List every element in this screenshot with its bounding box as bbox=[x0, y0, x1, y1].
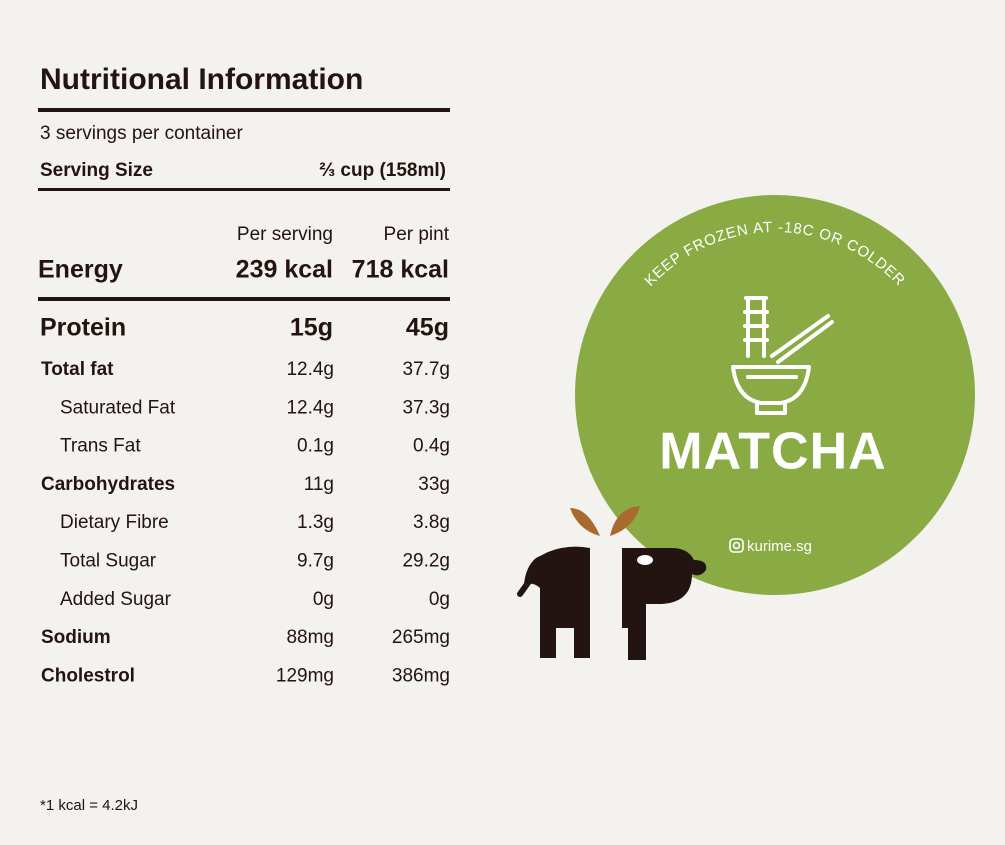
protein-value: 15g bbox=[290, 314, 333, 342]
per-pint-value: 265mg bbox=[392, 627, 450, 648]
rule bbox=[38, 188, 450, 191]
per-pint-value: 386mg bbox=[392, 665, 450, 686]
title: Nutritional Information bbox=[40, 63, 363, 96]
serving-size-label: Serving Size bbox=[40, 160, 153, 181]
per-serving-value: 129mg bbox=[276, 665, 334, 686]
social-handle: kurime.sg bbox=[747, 538, 812, 555]
nutrient-label: Carbohydrates bbox=[41, 474, 175, 495]
nutrient-label: Total fat bbox=[41, 359, 114, 380]
column-header: Per serving bbox=[237, 224, 333, 245]
per-pint-value: 3.8g bbox=[413, 512, 450, 533]
nutrient-label: Cholestrol bbox=[41, 665, 135, 686]
per-pint-value: 37.3g bbox=[402, 397, 450, 418]
per-serving-value: 0.1g bbox=[297, 436, 334, 457]
sub-nutrient-label: Trans Fat bbox=[60, 436, 141, 457]
column-header: Per pint bbox=[384, 224, 450, 245]
per-serving-value: 1.3g bbox=[297, 512, 334, 533]
sub-nutrient-label: Added Sugar bbox=[60, 589, 172, 610]
per-serving-value: 11g bbox=[304, 474, 334, 495]
protein-value: 45g bbox=[406, 314, 449, 342]
per-serving-value: 88mg bbox=[286, 627, 334, 648]
sub-nutrient-label: Total Sugar bbox=[60, 551, 157, 572]
per-serving-value: 9.7g bbox=[297, 551, 334, 572]
per-pint-value: 0g bbox=[429, 589, 450, 610]
nutrient-rows: Total fat 12.4g 37.7g Saturated Fat 12.4g 37.… bbox=[41, 359, 450, 686]
footnote: *1 kcal = 4.2kJ bbox=[40, 797, 138, 814]
mascot bbox=[517, 506, 707, 660]
energy-value: 718 kcal bbox=[352, 256, 449, 284]
per-serving-value: 0g bbox=[313, 589, 334, 610]
energy-label: Energy bbox=[38, 256, 123, 284]
sub-nutrient-label: Dietary Fibre bbox=[60, 512, 169, 533]
instagram-icon bbox=[732, 541, 741, 550]
per-serving-value: 12.4g bbox=[286, 397, 334, 418]
nutrient-label: Sodium bbox=[41, 627, 111, 648]
rule bbox=[38, 297, 450, 301]
per-serving-value: 12.4g bbox=[286, 359, 334, 380]
protein-label: Protein bbox=[40, 314, 126, 342]
badge-circle bbox=[575, 195, 975, 595]
energy-value: 239 kcal bbox=[236, 256, 333, 284]
servings: 3 servings per container bbox=[40, 123, 243, 144]
instagram-icon bbox=[729, 538, 744, 553]
rule bbox=[38, 108, 450, 112]
sub-nutrient-label: Saturated Fat bbox=[60, 397, 176, 418]
per-pint-value: 33g bbox=[418, 474, 450, 495]
serving-size-value: ⅔ cup (158ml) bbox=[319, 160, 446, 181]
flavor: MATCHA bbox=[659, 423, 886, 481]
per-pint-value: 29.2g bbox=[402, 551, 450, 572]
matcha-icon bbox=[731, 296, 834, 415]
per-pint-value: 37.7g bbox=[402, 359, 450, 380]
per-pint-value: 0.4g bbox=[413, 436, 450, 457]
